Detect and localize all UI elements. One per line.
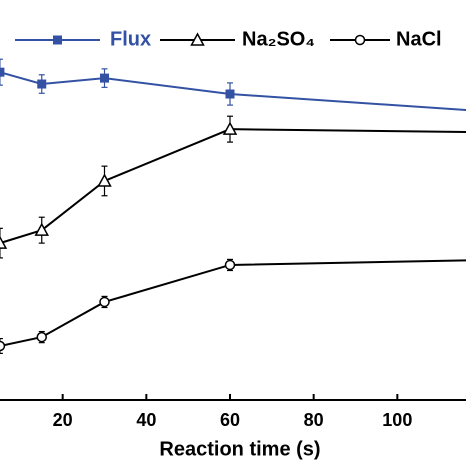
legend-label: Na₂SO₄	[242, 28, 315, 50]
x-tick-label: 100	[382, 410, 412, 430]
data-point	[99, 296, 110, 308]
x-tick-label: 80	[304, 410, 324, 430]
x-tick-label: 60	[220, 410, 240, 430]
data-point	[225, 89, 235, 99]
series-line	[0, 128, 466, 245]
legend-label: NaCl	[396, 28, 442, 50]
legend-label: Flux	[110, 28, 151, 50]
data-point	[37, 79, 47, 89]
data-point	[97, 173, 112, 187]
x-tick-label: 20	[53, 410, 73, 430]
legend-marker	[53, 35, 62, 45]
data-point	[0, 340, 6, 352]
x-axis-label: Reaction time (s)	[159, 438, 320, 460]
data-point	[0, 235, 8, 249]
legend-marker	[354, 34, 366, 46]
data-point	[100, 73, 109, 83]
data-point	[0, 67, 5, 77]
data-point	[222, 121, 238, 135]
x-tick-label: 40	[136, 410, 156, 430]
data-point	[34, 222, 50, 236]
error-bar	[0, 58, 3, 86]
series-line	[0, 259, 466, 347]
error-bar	[0, 227, 3, 259]
data-point	[36, 331, 47, 343]
data-point	[224, 259, 236, 271]
legend-marker	[190, 32, 205, 46]
error-bar	[0, 337, 3, 354]
